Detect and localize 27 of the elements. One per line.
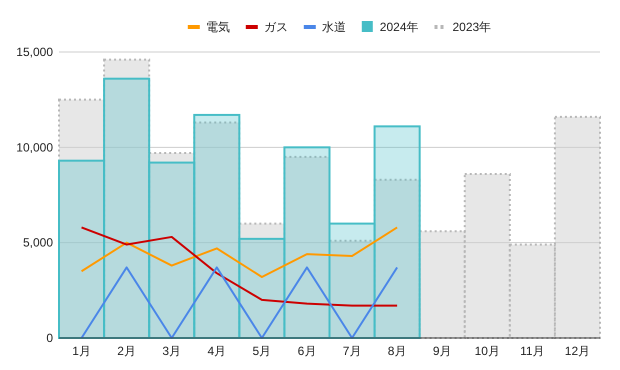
x-tick-label: 4月 xyxy=(207,344,226,358)
x-tick-label: 11月 xyxy=(520,344,545,358)
y-tick-label: 15,000 xyxy=(16,45,54,59)
x-tick-label: 12月 xyxy=(564,344,590,358)
bar xyxy=(58,160,106,339)
y-tick-label: 0 xyxy=(46,331,54,345)
bar xyxy=(464,173,511,339)
legend-label: 2023年 xyxy=(452,20,492,34)
bar xyxy=(374,125,421,339)
bar xyxy=(508,244,556,339)
x-tick-label: 6月 xyxy=(298,344,316,358)
legend-label: 電気 xyxy=(206,20,230,34)
x-tick-label: 8月 xyxy=(388,344,406,358)
legend-label: 2024年 xyxy=(380,20,418,34)
legend-label: ガス xyxy=(264,20,288,34)
x-tick-label: 2月 xyxy=(117,344,136,358)
x-tick-label: 9月 xyxy=(432,344,452,358)
x-tick-label: 5月 xyxy=(252,344,272,358)
x-tick-label: 1月 xyxy=(72,344,91,358)
x-tick-label: 7月 xyxy=(342,344,362,358)
x-tick-label: 10月 xyxy=(474,344,500,358)
bar xyxy=(554,116,601,339)
bar xyxy=(418,230,466,339)
y-tick-label: 5,000 xyxy=(22,236,54,250)
legend-label: 水道 xyxy=(322,20,346,34)
x-tick-label: 3月 xyxy=(162,344,182,358)
y-tick-label: 10,000 xyxy=(16,140,54,154)
